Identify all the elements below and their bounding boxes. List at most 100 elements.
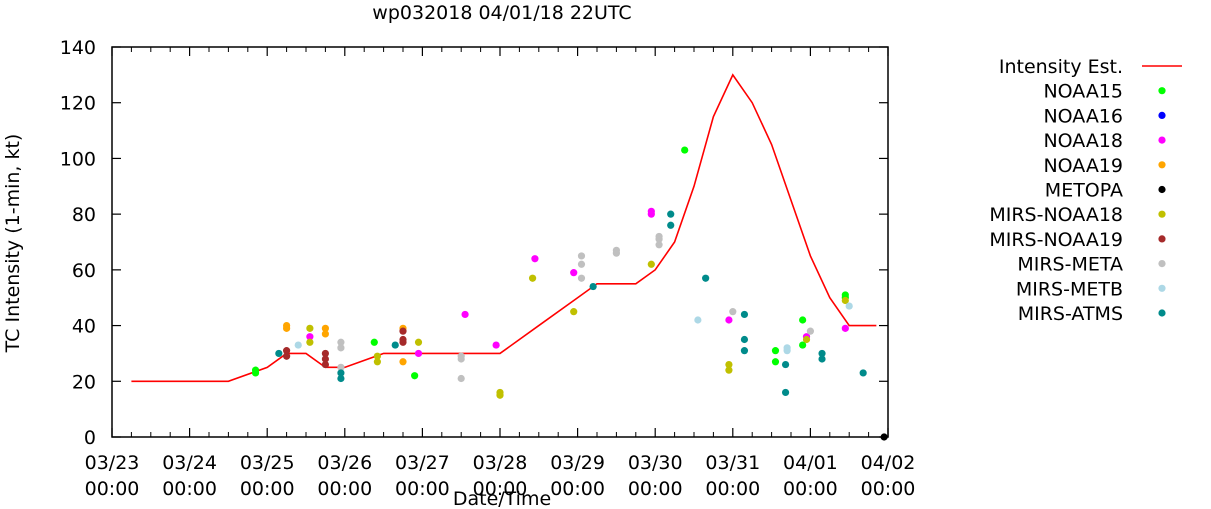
point-mirs-noaa19 [321, 360, 329, 369]
point-mirs-meta [457, 374, 465, 383]
x-tick-label-date: 04/02 [861, 452, 916, 474]
point-mirs-atms [391, 341, 399, 349]
y-tick-label: 60 [72, 260, 96, 282]
point-mirs-noaa18 [373, 358, 381, 366]
point-noaa18 [531, 255, 539, 263]
y-tick-label: 80 [72, 204, 96, 226]
point-mirs-atms [740, 310, 749, 319]
y-tick-label: 40 [72, 316, 96, 338]
legend-swatch-mirs-atms [1158, 309, 1166, 317]
point-noaa18 [841, 324, 849, 332]
point-metopa [880, 433, 888, 441]
point-noaa15 [799, 341, 807, 349]
point-mirs-meta [337, 344, 345, 352]
point-noaa15 [771, 358, 780, 366]
y-tick-label: 100 [60, 148, 96, 170]
x-axis-title: Date/Time [453, 488, 551, 509]
point-noaa18 [414, 349, 423, 358]
point-noaa18 [647, 210, 655, 218]
point-mirs-noaa19 [399, 327, 407, 335]
point-mirs-meta [577, 260, 586, 268]
point-mirs-meta [612, 249, 621, 257]
legend-label-intensity-est-: Intensity Est. [999, 56, 1123, 78]
point-noaa15 [799, 316, 807, 324]
point-noaa19 [283, 324, 291, 332]
y-axis-title: TC Intensity (1-min, kt) [2, 134, 24, 354]
point-mirs-meta [577, 274, 586, 282]
point-mirs-metb [294, 341, 302, 349]
point-noaa18 [570, 269, 578, 277]
point-noaa18 [725, 316, 733, 324]
x-tick-label-time: 00:00 [861, 478, 916, 500]
x-tick-label-date: 04/01 [783, 452, 838, 474]
plot-frame [111, 46, 889, 438]
axis-ticks [111, 46, 889, 438]
point-mirs-noaa18 [647, 260, 655, 268]
x-tick-label-time: 00:00 [473, 478, 528, 500]
point-mirs-meta [655, 235, 663, 243]
legend-swatch-noaa15 [1158, 87, 1166, 95]
legend-label-mirs-noaa19: MIRS-NOAA19 [989, 229, 1123, 251]
point-mirs-noaa18 [306, 338, 314, 346]
legend-label-noaa18: NOAA18 [1043, 130, 1123, 152]
plot-border [111, 46, 889, 438]
x-tick-label-time: 00:00 [705, 478, 760, 500]
legend-swatch-mirs-metb [1158, 284, 1166, 292]
point-mirs-atms [859, 369, 867, 377]
point-mirs-atms [818, 355, 826, 363]
point-mirs-noaa18 [725, 366, 733, 374]
x-tick-labels: 03/23 00:00 03/24 00:00 03/25 00:00 03/26 00:00… [85, 452, 916, 500]
point-mirs-noaa18 [841, 296, 849, 305]
point-mirs-meta [457, 355, 465, 363]
point-mirs-meta [337, 338, 345, 346]
legend-swatch-noaa16 [1158, 111, 1166, 119]
point-noaa18 [461, 310, 469, 319]
x-tick-label-date: 03/27 [395, 452, 450, 474]
point-mirs-noaa18 [373, 352, 381, 360]
point-noaa19 [399, 358, 407, 366]
x-tick-label-time: 00:00 [628, 478, 683, 500]
y-tick-label: 0 [84, 427, 96, 449]
point-mirs-atms [740, 335, 749, 344]
point-mirs-atms [702, 274, 710, 282]
point-noaa15 [251, 366, 260, 374]
point-mirs-atms [818, 349, 826, 358]
point-mirs-metb [845, 302, 853, 310]
legend-label-noaa16: NOAA16 [1043, 105, 1123, 127]
point-mirs-meta [337, 363, 345, 371]
legend-label-mirs-metb: MIRS-METB [1016, 278, 1123, 300]
legend-swatch-mirs-noaa18 [1158, 210, 1166, 218]
x-tick-label-date: 03/30 [628, 452, 683, 474]
legend-label-noaa15: NOAA15 [1043, 81, 1123, 103]
point-mirs-atms [667, 210, 675, 218]
point-noaa15 [370, 338, 378, 346]
x-tick-label-date: 03/25 [240, 452, 295, 474]
x-tick-label-time: 00:00 [240, 478, 295, 500]
point-mirs-noaa19 [399, 338, 407, 346]
x-tick-label-date: 03/28 [473, 452, 528, 474]
point-noaa18 [492, 341, 500, 349]
chart-title: wp032018 04/01/18 22UTC [372, 2, 631, 24]
point-mirs-atms [337, 369, 345, 377]
point-noaa19 [321, 324, 329, 332]
point-mirs-noaa18 [802, 335, 811, 344]
x-tick-label-time: 00:00 [395, 478, 450, 500]
intensity-est-line [131, 73, 877, 383]
point-noaa15 [411, 372, 419, 380]
point-mirs-atms [275, 349, 283, 358]
point-mirs-atms [667, 221, 675, 229]
point-mirs-atms [740, 347, 749, 355]
legend-label-mirs-atms: MIRS-ATMS [1018, 303, 1123, 325]
point-mirs-noaa19 [283, 347, 291, 355]
point-mirs-atms [781, 360, 790, 369]
point-noaa15 [771, 347, 780, 355]
point-mirs-noaa19 [321, 355, 329, 363]
point-mirs-meta [806, 327, 815, 335]
scatter-points [251, 146, 888, 441]
x-tick-label-time: 00:00 [783, 478, 838, 500]
point-mirs-atms [337, 374, 345, 383]
legend-swatch-mirs-meta [1158, 260, 1166, 268]
point-mirs-noaa19 [283, 352, 291, 360]
point-mirs-meta [655, 241, 663, 249]
